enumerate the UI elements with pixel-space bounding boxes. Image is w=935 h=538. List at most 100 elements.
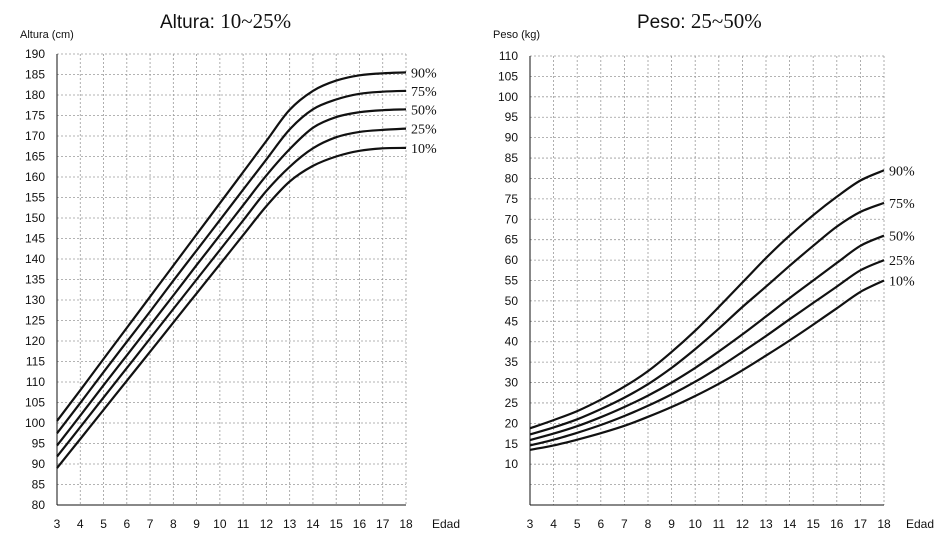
y-tick-label: 140 — [25, 252, 45, 266]
y-axis-label: Altura (cm) — [20, 29, 74, 41]
series-label: 90% — [889, 164, 915, 179]
y-tick-label: 145 — [25, 232, 45, 246]
x-tick-label: 16 — [830, 517, 844, 531]
chart-title-prefix: Peso: — [637, 12, 691, 33]
chart-title-value: 10~25% — [220, 9, 291, 33]
y-tick-label: 75 — [505, 192, 519, 206]
series-label: 25% — [411, 123, 437, 138]
y-tick-label: 190 — [25, 47, 45, 61]
x-tick-label: 6 — [123, 517, 130, 531]
x-tick-label: 17 — [854, 517, 868, 531]
x-tick-label: 8 — [170, 517, 177, 531]
x-tick-label: 14 — [306, 517, 320, 531]
y-tick-label: 185 — [25, 68, 45, 82]
y-tick-label: 80 — [505, 171, 519, 185]
chart-title-prefix: Altura: — [160, 12, 220, 33]
x-tick-label: 3 — [54, 517, 61, 531]
y-tick-label: 110 — [26, 375, 45, 389]
y-tick-label: 155 — [25, 191, 45, 205]
y-tick-label: 20 — [505, 416, 519, 430]
y-tick-label: 80 — [32, 498, 46, 512]
y-tick-label: 90 — [505, 131, 519, 145]
x-tick-label: 18 — [877, 517, 891, 531]
x-tick-label: 4 — [550, 517, 557, 531]
y-tick-label: 105 — [498, 69, 518, 83]
y-tick-label: 90 — [32, 457, 46, 471]
x-tick-label: 10 — [689, 517, 703, 531]
x-tick-label: 10 — [213, 517, 227, 531]
x-tick-label: 18 — [399, 517, 413, 531]
y-tick-label: 115 — [26, 355, 45, 369]
series-line — [56, 108, 407, 447]
x-axis-label: Edad — [432, 517, 460, 531]
y-tick-label: 120 — [25, 334, 45, 348]
y-tick-label: 100 — [498, 90, 518, 104]
series-line — [529, 234, 885, 442]
y-tick-label: 50 — [505, 294, 519, 308]
y-tick-label: 30 — [505, 376, 519, 390]
y-tick-label: 105 — [25, 396, 45, 410]
y-tick-label: 45 — [505, 314, 519, 328]
y-axis-label: Peso (kg) — [493, 29, 540, 41]
series-line — [529, 201, 885, 436]
y-tick-label: 25 — [505, 396, 519, 410]
series-label: 90% — [411, 66, 437, 81]
series-line — [529, 279, 885, 451]
series-line — [56, 146, 407, 469]
x-tick-label: 15 — [330, 517, 344, 531]
x-tick-label: 7 — [147, 517, 154, 531]
y-tick-label: 55 — [505, 274, 519, 288]
chart-title-value: 25~50% — [691, 9, 762, 33]
height-chart-panel: 8085909510010511011512012513013514014515… — [20, 9, 460, 531]
weight-chart-panel: 1015202530354045505560657075808590951001… — [493, 9, 934, 531]
x-tick-label: 8 — [645, 517, 652, 531]
y-tick-label: 100 — [25, 416, 45, 430]
x-axis-label: Edad — [906, 517, 934, 531]
y-tick-label: 15 — [505, 437, 519, 451]
y-tick-label: 165 — [25, 150, 45, 164]
x-tick-label: 12 — [736, 517, 750, 531]
y-tick-label: 160 — [25, 170, 45, 184]
series-line — [529, 169, 885, 430]
x-tick-label: 5 — [574, 517, 581, 531]
series-label: 25% — [889, 254, 915, 269]
y-tick-label: 40 — [505, 335, 519, 349]
x-tick-label: 7 — [621, 517, 628, 531]
y-tick-label: 180 — [25, 88, 45, 102]
x-tick-label: 4 — [77, 517, 84, 531]
x-tick-label: 15 — [807, 517, 821, 531]
series-line — [529, 259, 885, 447]
y-tick-label: 65 — [505, 233, 519, 247]
y-tick-label: 110 — [499, 49, 518, 63]
x-tick-label: 3 — [527, 517, 534, 531]
y-tick-label: 10 — [505, 457, 519, 471]
x-tick-label: 6 — [597, 517, 604, 531]
y-tick-label: 130 — [25, 293, 45, 307]
series-line — [56, 71, 407, 422]
y-tick-label: 85 — [32, 478, 46, 492]
y-tick-label: 150 — [25, 211, 45, 225]
series-label: 75% — [411, 85, 437, 100]
y-tick-label: 170 — [25, 129, 45, 143]
x-tick-label: 17 — [376, 517, 390, 531]
x-tick-label: 11 — [237, 517, 250, 531]
series-label: 50% — [411, 103, 437, 118]
x-tick-label: 13 — [759, 517, 773, 531]
x-tick-label: 12 — [260, 517, 274, 531]
y-tick-label: 85 — [505, 151, 519, 165]
y-tick-label: 95 — [505, 110, 519, 124]
x-tick-label: 9 — [193, 517, 200, 531]
y-tick-label: 60 — [505, 253, 519, 267]
series-line — [56, 127, 407, 458]
y-tick-label: 175 — [25, 109, 45, 123]
series-line — [56, 89, 407, 434]
x-tick-label: 9 — [668, 517, 675, 531]
chart-title: Altura: 10~25% — [160, 9, 291, 33]
x-tick-label: 11 — [713, 517, 726, 531]
y-tick-label: 135 — [25, 273, 45, 287]
x-tick-label: 14 — [783, 517, 797, 531]
x-tick-label: 13 — [283, 517, 297, 531]
x-tick-label: 16 — [353, 517, 367, 531]
series-label: 10% — [411, 142, 437, 157]
